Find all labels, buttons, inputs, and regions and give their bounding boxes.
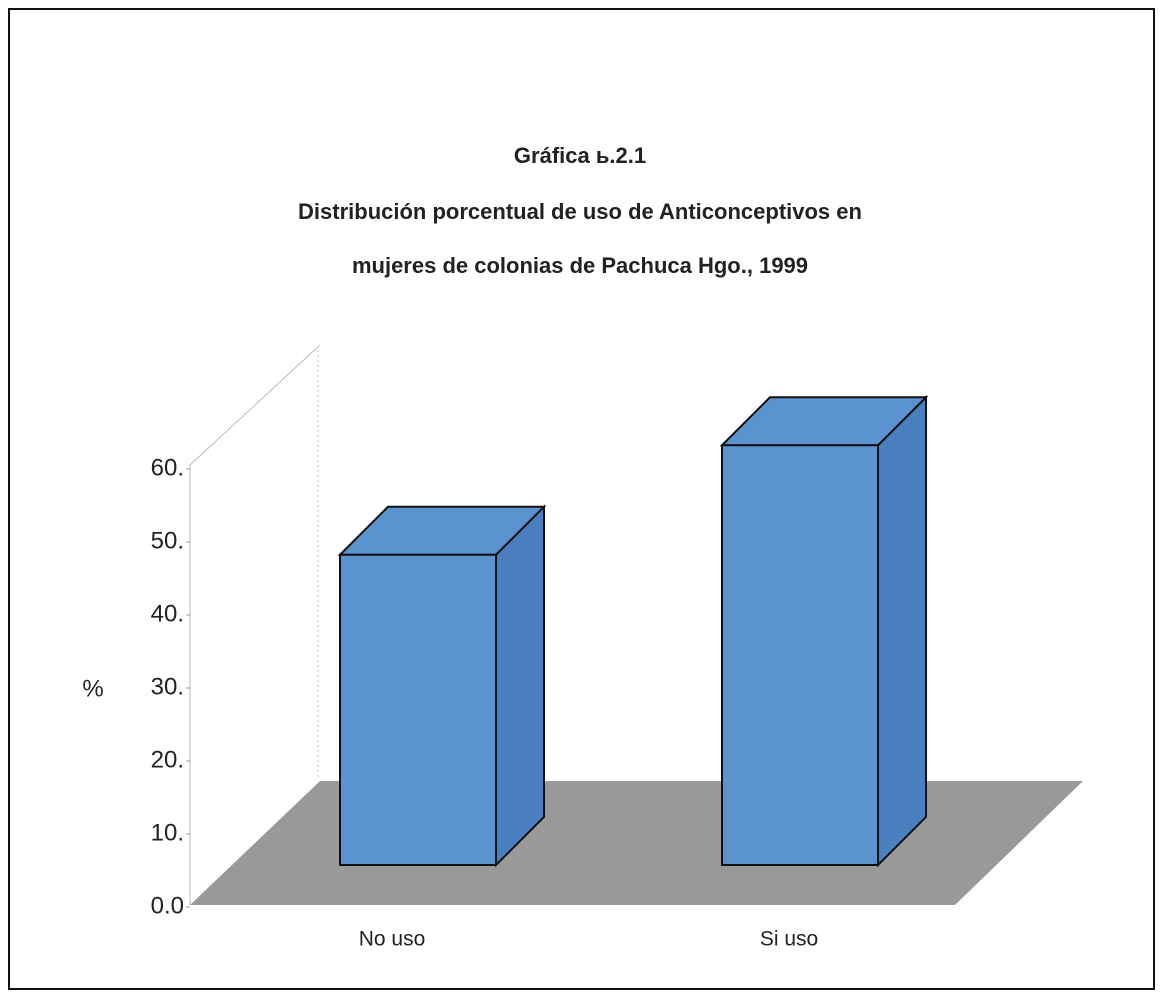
y-tick-label: 30. bbox=[151, 673, 184, 700]
x-tick-label: Si uso bbox=[760, 928, 818, 951]
wall-edge bbox=[189, 344, 321, 466]
chart-title: Gráfica ь.2.1 bbox=[514, 143, 646, 168]
y-tick-label: 60. bbox=[151, 454, 184, 481]
bar bbox=[339, 553, 497, 866]
y-tick-label: 40. bbox=[151, 600, 184, 627]
frame bbox=[8, 8, 1155, 990]
y-tick-label: 50. bbox=[151, 527, 184, 554]
chart-subtitle: mujeres de colonias de Pachuca Hgo., 199… bbox=[352, 253, 808, 278]
floor bbox=[190, 781, 1083, 905]
bar-side bbox=[877, 394, 927, 868]
y-tick-label: 0.0 bbox=[151, 892, 184, 919]
y-tick-label: 10. bbox=[151, 819, 184, 846]
chart-subtitle: Distribución porcentual de uso de Antico… bbox=[298, 199, 862, 224]
bar bbox=[721, 444, 879, 866]
bar-side bbox=[495, 504, 545, 868]
y-axis-label: % bbox=[82, 675, 103, 702]
y-tick-label: 20. bbox=[151, 746, 184, 773]
x-tick-label: No uso bbox=[359, 928, 426, 951]
